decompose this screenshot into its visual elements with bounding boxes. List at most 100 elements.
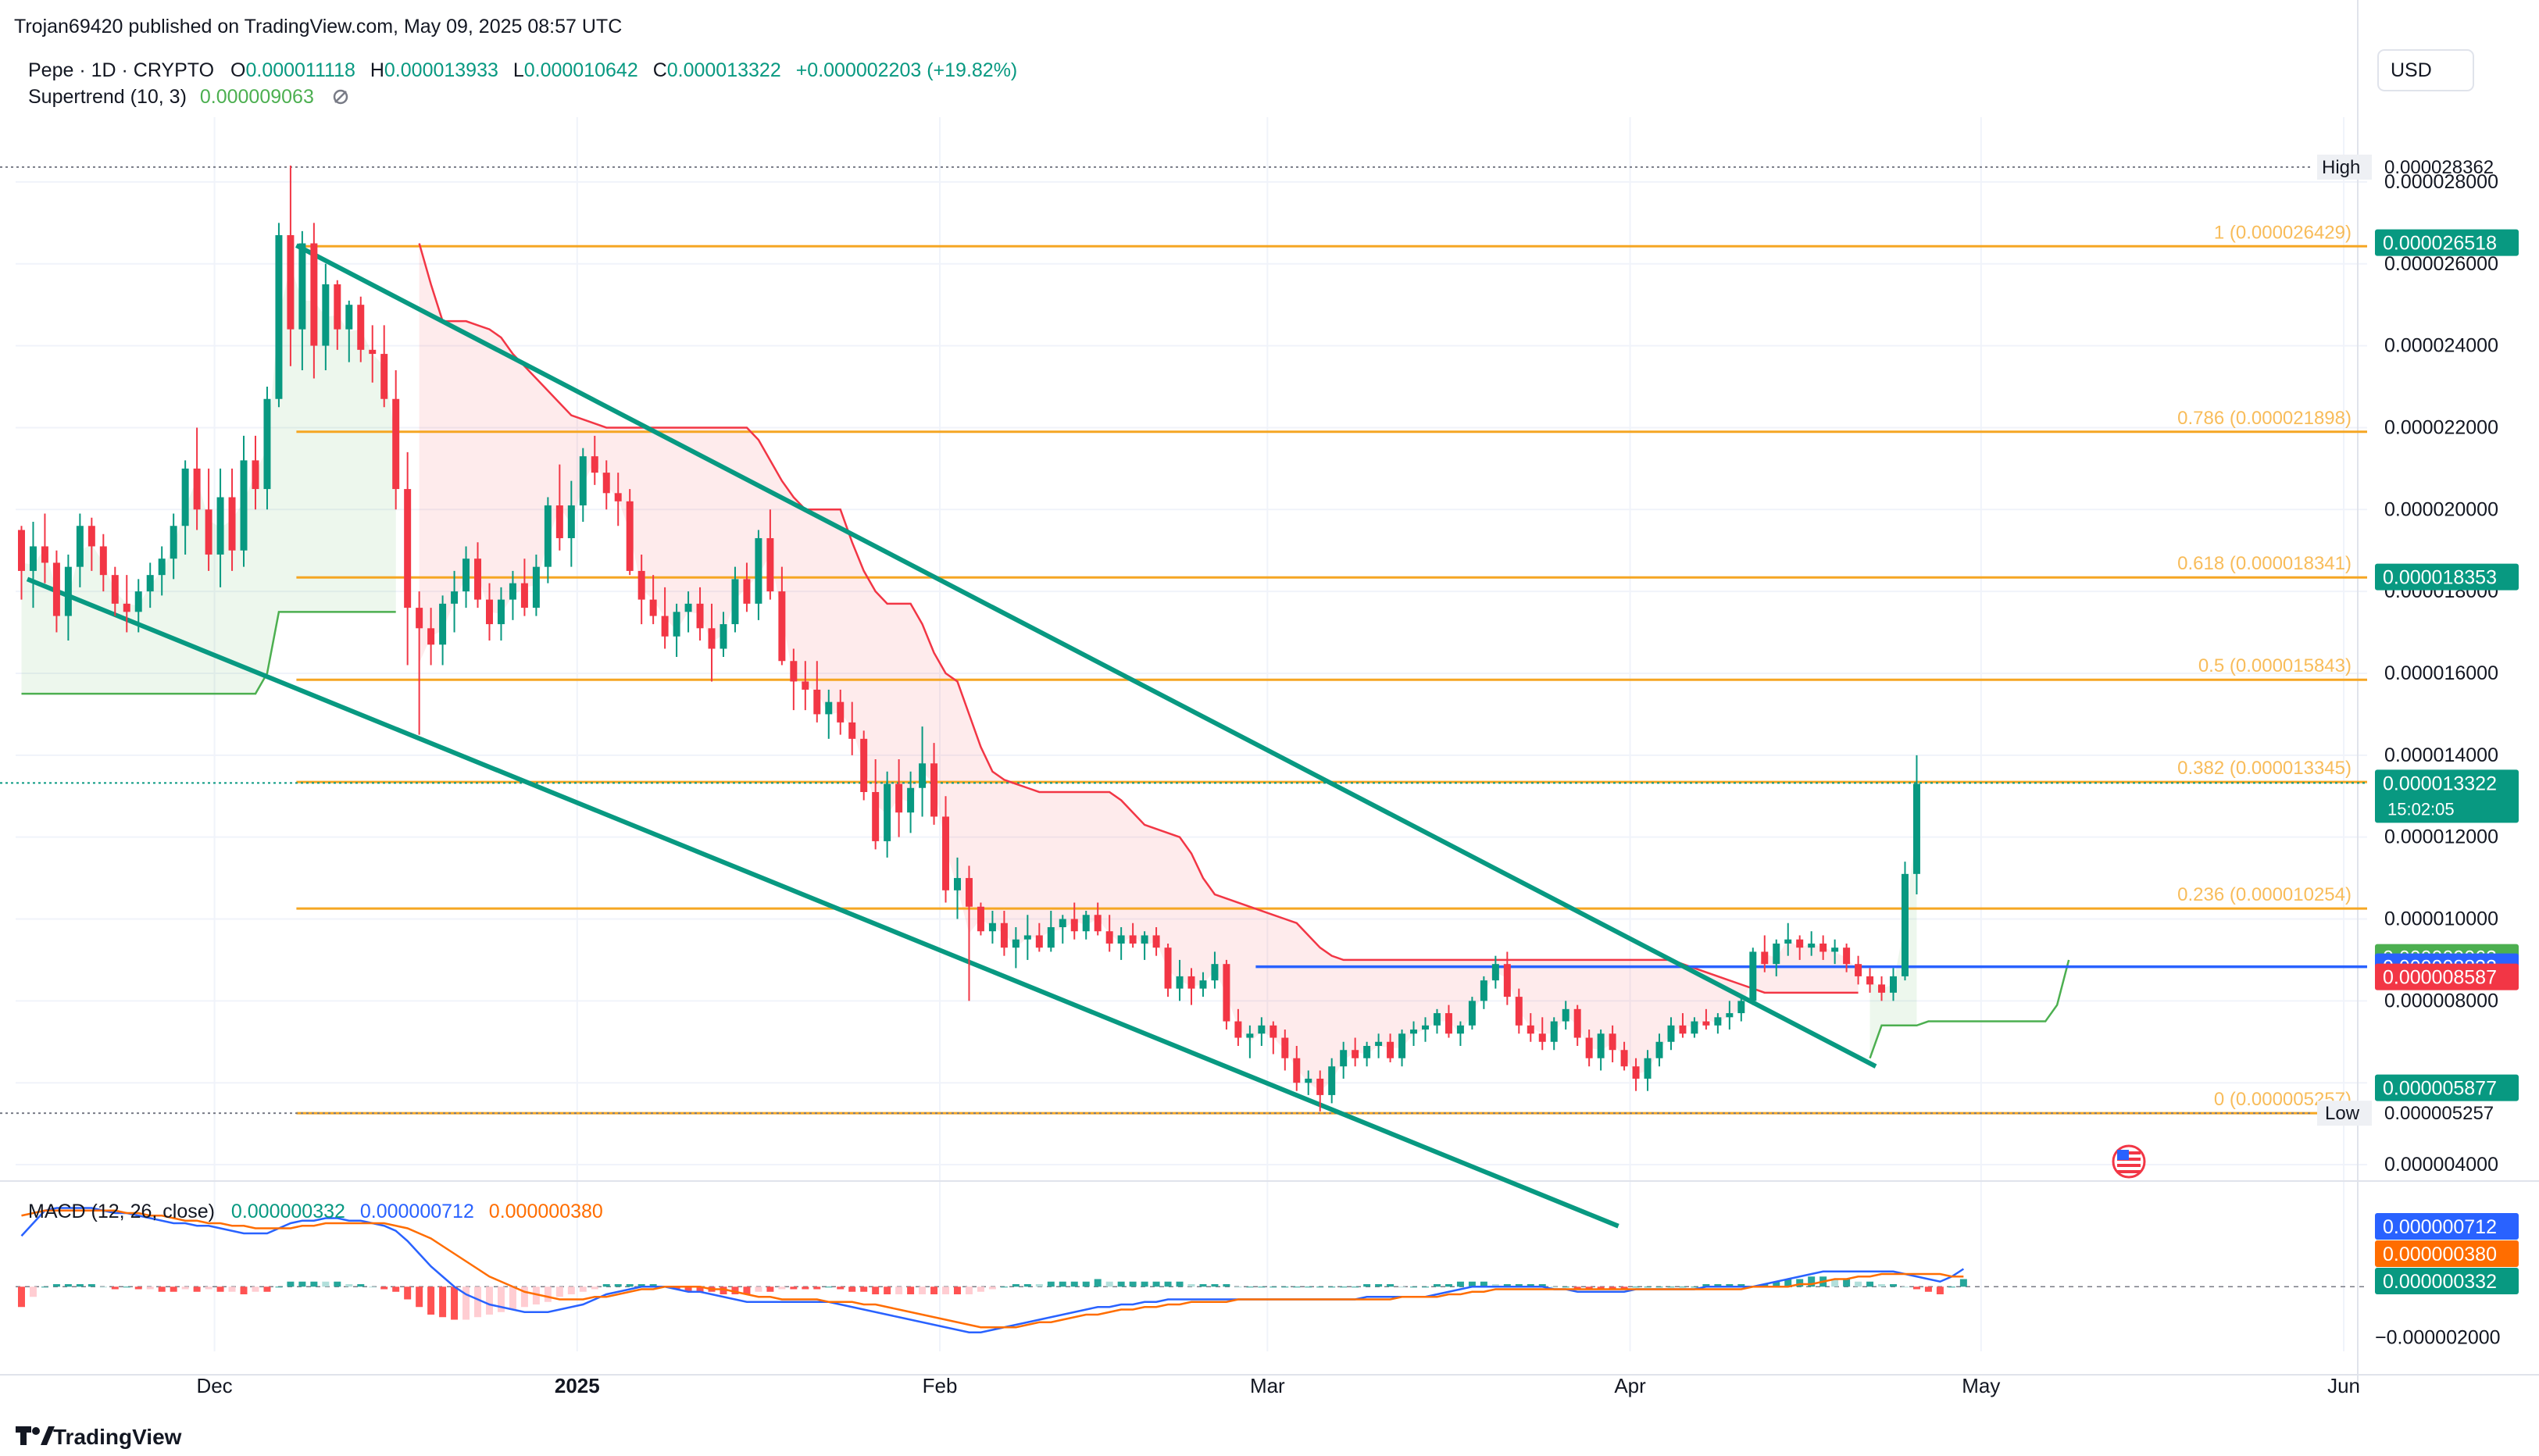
tradingview-logo[interactable] (16, 1426, 55, 1445)
candle-body (76, 526, 84, 567)
candle-body (1480, 980, 1487, 1001)
candle-body (334, 284, 341, 330)
supertrend-label[interactable]: Supertrend (10, 3) (28, 86, 187, 108)
price-tick-label: 0.000016000 (2384, 662, 2498, 684)
candle-body (1316, 1078, 1324, 1095)
macd-legend[interactable]: MACD (12, 26, close) 0.000000332 0.00000… (28, 1201, 603, 1222)
macd-axis-box (2375, 1213, 2519, 1240)
macd-histogram-bar (451, 1286, 459, 1320)
hide-indicator-icon[interactable] (333, 89, 348, 105)
candle-body (1281, 1037, 1289, 1058)
candle-body (837, 701, 845, 723)
currency-label[interactable]: USD (2391, 59, 2432, 81)
candle-body (1340, 1050, 1348, 1067)
macd-histogram-bar (29, 1286, 37, 1297)
currency-box[interactable] (2377, 49, 2474, 91)
macd-histogram-bar (837, 1286, 845, 1290)
macd-histogram-bar (1855, 1281, 1862, 1287)
macd-histogram-bar (954, 1286, 961, 1294)
price-tick-label: 0.000026000 (2384, 253, 2498, 275)
macd-histogram-bar (1726, 1284, 1734, 1287)
macd-histogram-bar (1398, 1286, 1406, 1288)
candle-body (1491, 964, 1499, 981)
candle-body (158, 558, 166, 576)
time-axis[interactable]: Dec 2025 Feb Mar Apr May Jun (196, 1374, 2360, 1397)
candle-body (462, 558, 470, 592)
price-labels: 0.000026518 0.000018353 0.000013322 0.00000… (2375, 229, 2519, 1294)
symbol-name[interactable]: Pepe · 1D · CRYPTO (28, 59, 214, 81)
macd-histogram-bar (872, 1286, 880, 1294)
macd-histogram-bar (579, 1286, 587, 1292)
candle-body (743, 579, 751, 604)
candle-body (1855, 964, 1862, 976)
us-flag-icon[interactable] (2112, 1144, 2146, 1179)
ohlc-low-label: L (513, 59, 524, 81)
macd-hist-value: 0.000000332 (231, 1201, 345, 1222)
macd-histogram-bar (1316, 1286, 1324, 1288)
macd-histogram-bar (1422, 1286, 1429, 1288)
candle-body (813, 689, 821, 715)
footer-brand[interactable]: TradingView (53, 1425, 182, 1449)
macd-histogram-bar (591, 1286, 598, 1290)
candle-body (263, 398, 271, 490)
time-tick-label: May (1962, 1374, 2000, 1397)
candle-body (1843, 947, 1851, 965)
symbol-legend[interactable]: Pepe · 1D · CRYPTO O0.000011118 H0.00001… (28, 59, 1017, 81)
macd-title[interactable]: MACD (12, 26, close) (28, 1201, 215, 1222)
macd-histogram-bar (637, 1284, 645, 1287)
candle-body (1444, 1013, 1452, 1034)
candle-body (17, 530, 25, 571)
macd-histogram-bar (1281, 1286, 1289, 1288)
macd-histogram-bar (345, 1284, 353, 1287)
candle-body (1597, 1033, 1605, 1058)
candle-body (696, 603, 704, 629)
candle-body (1609, 1033, 1616, 1051)
candle-body (1726, 1013, 1734, 1018)
macd-histogram-bar (1843, 1279, 1851, 1287)
channel-lower-line (26, 576, 1619, 1229)
candle-body (1141, 935, 1148, 944)
publisher-line: Trojan69420 published on TradingView.com… (14, 16, 622, 37)
macd-histogram-bar (1936, 1286, 1944, 1294)
candle-body (731, 579, 739, 625)
price-change: +0.000002203 (+19.82%) (796, 59, 1018, 81)
candle-body (649, 599, 657, 616)
fib-label: 0.5 (0.000015843) (2198, 655, 2352, 676)
candle-body (1620, 1050, 1628, 1067)
candle-body (1632, 1066, 1640, 1079)
macd-histogram-bar (1012, 1284, 1020, 1287)
candle-body (1550, 1021, 1558, 1042)
candle-body (216, 497, 224, 555)
macd-histogram-bar (1375, 1284, 1383, 1287)
candle-body (602, 473, 610, 494)
candle-body (1082, 915, 1090, 932)
candle-body (965, 878, 973, 907)
time-tick-label: Dec (196, 1374, 232, 1397)
macd-histogram-bar (1199, 1284, 1207, 1287)
price-label-box (2375, 229, 2519, 256)
candle-body (1773, 943, 1780, 965)
macd-histogram-bar (1234, 1286, 1242, 1288)
macd-histogram-bar (334, 1281, 341, 1287)
macd-histogram-bar (766, 1286, 774, 1292)
macd-histogram-bar (123, 1286, 130, 1288)
candle-body (1819, 943, 1827, 952)
macd-histogram-bar (240, 1286, 248, 1294)
macd-histogram-bar (1597, 1286, 1605, 1290)
macd-histogram-bar (1691, 1286, 1698, 1288)
macd-histogram-bar (1293, 1286, 1301, 1288)
macd-histogram-bar (1679, 1286, 1687, 1288)
macd-histogram-bar (1176, 1281, 1184, 1287)
supertrend-legend[interactable]: Supertrend (10, 3) 0.000009063 (28, 86, 314, 108)
macd-histogram-bar (509, 1286, 516, 1310)
macd-histogram-bar (1527, 1284, 1534, 1287)
price-axis[interactable]: 0.0000040000.0000060000.0000080000.00001… (2375, 171, 2501, 1348)
macd-histogram-bar (1258, 1286, 1266, 1288)
macd-histogram-bar (369, 1286, 377, 1288)
channel-upper-line (295, 243, 1877, 1069)
macd-histogram-bar (614, 1284, 622, 1287)
supertrend-line (21, 611, 396, 695)
macd-histogram-bar (1246, 1286, 1254, 1288)
macd-histogram-bar (52, 1284, 60, 1287)
macd-histogram-bar (778, 1286, 786, 1290)
